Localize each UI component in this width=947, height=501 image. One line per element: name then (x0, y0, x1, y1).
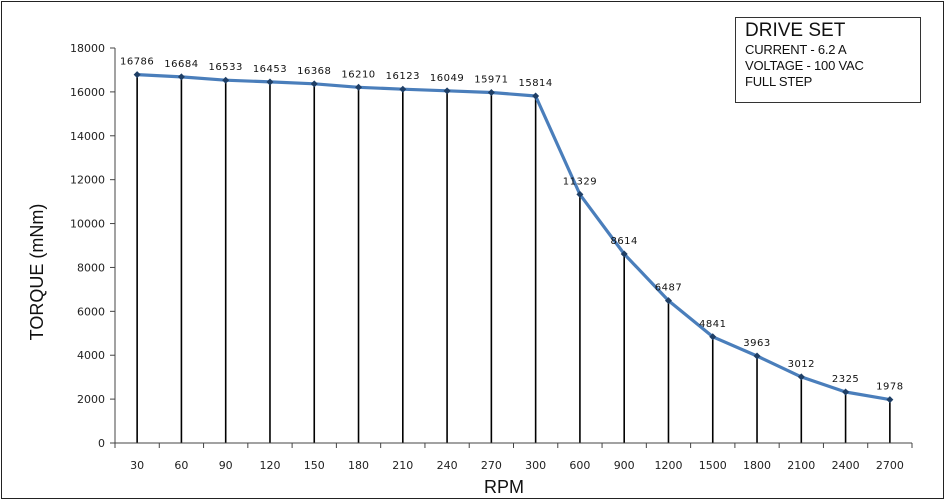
data-point (266, 78, 274, 86)
data-label: 11329 (563, 176, 597, 187)
x-tick-label: 1200 (654, 459, 682, 472)
drop-lines (136, 74, 891, 443)
data-point (355, 83, 363, 91)
y-tick-label: 10000 (70, 218, 105, 231)
y-tick-label: 12000 (70, 174, 105, 187)
x-tick-label: 270 (481, 459, 502, 472)
y-tick-label: 6000 (77, 305, 105, 318)
x-tick-label: 150 (304, 459, 325, 472)
x-tick-label: 300 (525, 459, 546, 472)
info-box-title: DRIVE SET (745, 20, 846, 41)
x-axis-title: RPM (484, 477, 524, 497)
data-point (797, 373, 805, 381)
data-point (576, 190, 584, 198)
x-tick-label: 90 (219, 459, 233, 472)
x-axis-ticks: 30 60 90 120 150 180 210 240 270 300 600 900 1200 150… (114, 443, 913, 472)
y-tick-label: 4000 (77, 349, 105, 362)
data-label: 15971 (474, 75, 508, 86)
drive-set-info-box: DRIVE SET CURRENT - 6.2 A VOLTAGE - 100 … (735, 17, 921, 103)
data-point (664, 297, 672, 305)
x-tick-label: 2700 (876, 459, 904, 472)
x-tick-label: 60 (174, 459, 188, 472)
data-label: 15814 (518, 78, 552, 89)
info-box-current: CURRENT - 6.2 A (745, 42, 847, 57)
y-tick-label: 14000 (70, 130, 105, 143)
data-label: 16786 (120, 57, 154, 68)
x-tick-label: 2100 (787, 459, 815, 472)
info-box-step-mode: FULL STEP (745, 74, 813, 89)
y-tick-label: 0 (98, 437, 105, 450)
info-box-voltage: VOLTAGE - 100 VAC (745, 58, 864, 73)
data-point (753, 352, 761, 360)
x-tick-label: 240 (437, 459, 458, 472)
data-label: 16533 (209, 62, 243, 73)
data-point (886, 396, 894, 404)
data-point (222, 76, 230, 84)
data-point (532, 92, 540, 100)
series-line (137, 73, 891, 402)
data-label: 16684 (164, 59, 198, 70)
x-tick-label: 30 (130, 459, 144, 472)
data-point (177, 73, 185, 81)
axes (114, 48, 912, 444)
x-tick-label: 210 (392, 459, 413, 472)
x-tick-label: 1800 (743, 459, 771, 472)
data-label: 16368 (297, 66, 331, 77)
data-labels: 16786 16684 16533 16453 16368 16210 16123 16049… (120, 57, 903, 393)
data-label: 16049 (430, 73, 464, 84)
data-label: 16210 (341, 69, 375, 80)
data-label: 1978 (876, 382, 903, 393)
y-axis-title: TORQUE (mNm) (27, 204, 47, 341)
y-tick-label: 2000 (77, 393, 105, 406)
x-tick-label: 120 (259, 459, 280, 472)
data-label: 3012 (788, 359, 815, 370)
data-label: 8614 (610, 236, 637, 247)
data-point (487, 89, 495, 97)
data-point (399, 85, 407, 93)
data-markers (133, 71, 894, 404)
data-point (842, 388, 850, 396)
x-tick-label: 1500 (699, 459, 727, 472)
x-tick-label: 600 (569, 459, 590, 472)
x-tick-label: 180 (348, 459, 369, 472)
series-line-group (137, 73, 891, 402)
y-axis-ticks: 0 2000 4000 6000 8000 10000 12000 14000 16000 180… (70, 42, 115, 450)
data-point (310, 80, 318, 88)
y-tick-label: 8000 (77, 261, 105, 274)
y-tick-label: 18000 (70, 42, 105, 55)
data-label: 3963 (743, 338, 770, 349)
data-label: 16453 (253, 64, 287, 75)
data-point (709, 333, 717, 341)
data-label: 2325 (832, 374, 859, 385)
data-point (620, 250, 628, 258)
data-label: 6487 (655, 283, 682, 294)
data-point (133, 71, 141, 79)
data-label: 16123 (386, 71, 420, 82)
data-label: 4841 (699, 319, 726, 330)
x-tick-label: 2400 (832, 459, 860, 472)
data-point (443, 87, 451, 95)
x-tick-label: 900 (614, 459, 635, 472)
y-tick-label: 16000 (70, 86, 105, 99)
